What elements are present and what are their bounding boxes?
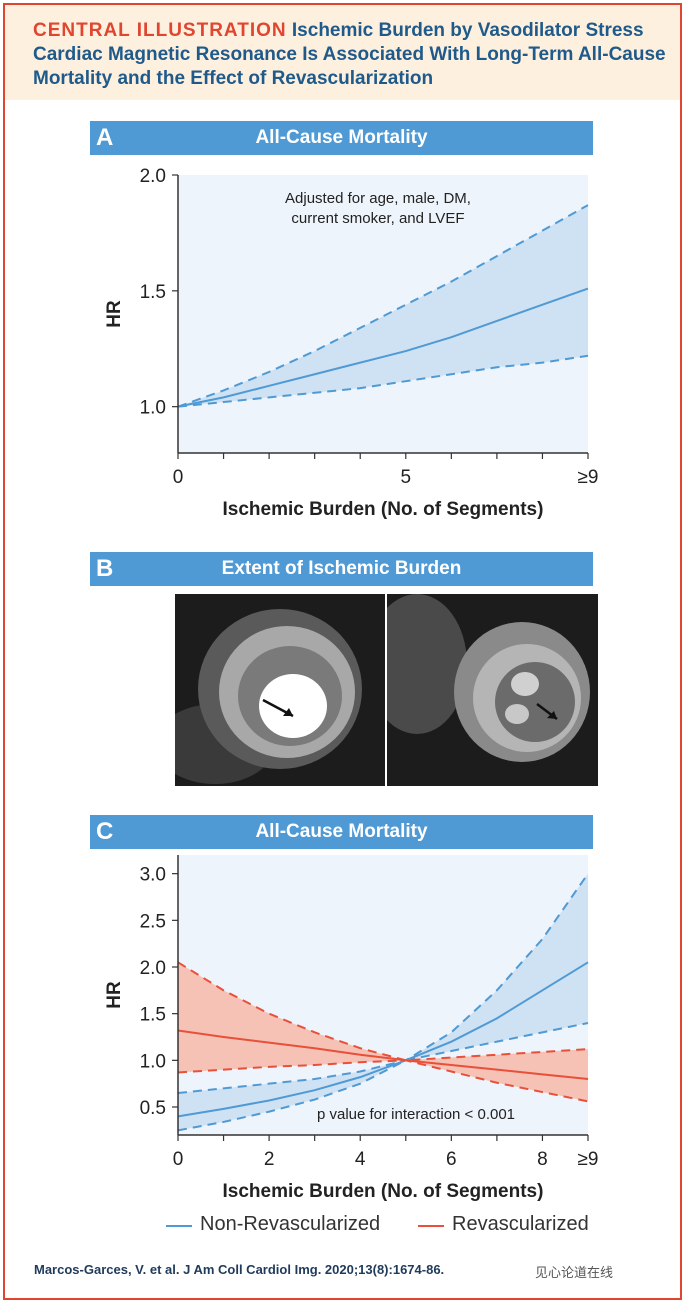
y-tick-label: 0.5 xyxy=(140,1098,166,1119)
x-tick-label: ≥9 xyxy=(578,467,599,488)
annotation-p-value: p value for interaction < 0.001 xyxy=(317,1106,515,1123)
y-tick-label: 2.5 xyxy=(140,911,166,932)
panel-a-title: All-Cause Mortality xyxy=(255,127,428,148)
y-tick-label: 3.0 xyxy=(140,865,166,886)
panel-b-titlebar: Extent of Ischemic Burden B xyxy=(90,552,593,586)
x-tick-label: 4 xyxy=(355,1149,366,1170)
panel-a-titlebar: All-Cause Mortality A xyxy=(90,121,593,155)
series-line-non-revascularized-lower xyxy=(177,1022,589,1132)
panel-c-chart: 0 2 4 6 8 ≥9 0.5 1.0 1.5 2.0 2.5 3.0 Ischemic Burden… xyxy=(104,855,599,1202)
cmr-short-axis-right xyxy=(387,594,598,786)
x-axis-label: Ischemic Burden (No. of Segments) xyxy=(223,1181,544,1202)
y-axis-label: HR xyxy=(104,981,125,1009)
cmr-image-left xyxy=(175,594,385,786)
x-tick-label: 2 xyxy=(264,1149,275,1170)
series-line-non-revascularized-estimate xyxy=(177,961,589,1118)
x-tick-label: 5 xyxy=(400,467,411,488)
x-axis-label: Ischemic Burden (No. of Segments) xyxy=(223,499,544,520)
series-line-non-revascularized-upper xyxy=(177,873,589,1094)
x-tick-label: ≥9 xyxy=(578,1149,599,1170)
x-tick-label: 0 xyxy=(173,467,184,488)
central-illustration-tag: CENTRAL ILLUSTRATION xyxy=(33,20,287,41)
series-line-hr-upper xyxy=(177,204,589,408)
panel-c-title: All-Cause Mortality xyxy=(255,821,428,842)
cmr-image-right xyxy=(387,594,598,786)
series-line-revascularized-lower xyxy=(177,1059,589,1103)
annotation-adjusted-line-1: Adjusted for age, male, DM, xyxy=(285,190,471,207)
legend-label-revascularized: Revascularized xyxy=(452,1213,589,1235)
figure-title-text: Ischemic Burden by Vasodilator Stress Ca… xyxy=(33,20,666,89)
panel-b-letter: B xyxy=(96,555,114,582)
figure-title: CENTRAL ILLUSTRATION Ischemic Burden by … xyxy=(33,19,673,91)
ci-band-revascularized xyxy=(178,962,588,1102)
panel-b-title: Extent of Ischemic Burden xyxy=(221,558,462,579)
ci-band-main xyxy=(178,205,588,407)
ci-band-non-revascularized xyxy=(178,873,588,1131)
watermark: 见心论道在线 xyxy=(535,1265,614,1280)
x-tick-label: 8 xyxy=(537,1149,548,1170)
legend-swatch-non-revascularized xyxy=(166,1225,192,1227)
series-line-hr-lower xyxy=(177,354,589,408)
series-line-revascularized-upper xyxy=(177,961,589,1062)
citation: Marcos-Garces, V. et al. J Am Coll Cardi… xyxy=(34,1262,445,1277)
panel-c-letter: C xyxy=(96,818,114,845)
figure-header: CENTRAL ILLUSTRATION Ischemic Burden by … xyxy=(5,5,680,100)
x-tick-label: 6 xyxy=(446,1149,457,1170)
legend-label-non-revascularized: Non-Revascularized xyxy=(200,1213,381,1235)
y-tick-label: 1.0 xyxy=(140,1051,166,1072)
panel-c-titlebar: All-Cause Mortality C xyxy=(90,815,593,849)
cmr-short-axis-left xyxy=(175,594,385,786)
y-axis-label: HR xyxy=(104,300,125,328)
series-line-revascularized-estimate xyxy=(177,1029,589,1080)
y-tick-label: 2.0 xyxy=(140,958,166,979)
legend-swatch-revascularized xyxy=(418,1225,444,1227)
y-tick-label: 2.0 xyxy=(140,166,166,187)
panel-a-chart: 0 5 ≥9 1.0 1.5 2.0 Ischemic Burden (No. of Seg… xyxy=(104,166,599,520)
panel-a-letter: A xyxy=(96,124,114,151)
annotation-adjusted-line-2: current smoker, and LVEF xyxy=(291,210,464,227)
x-tick-label: 0 xyxy=(173,1149,184,1170)
y-tick-label: 1.5 xyxy=(140,1005,166,1026)
series-line-hr-estimate xyxy=(177,287,589,408)
y-tick-label: 1.5 xyxy=(140,282,166,303)
y-tick-label: 1.0 xyxy=(140,398,166,419)
